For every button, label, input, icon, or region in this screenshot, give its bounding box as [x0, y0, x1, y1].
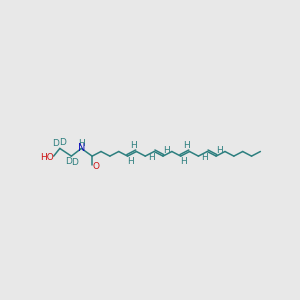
Text: H: H — [130, 141, 137, 150]
Text: H: H — [183, 141, 190, 150]
Text: H: H — [148, 153, 154, 162]
Text: H: H — [216, 146, 223, 155]
Text: N: N — [79, 143, 86, 153]
Text: O: O — [92, 162, 100, 171]
Text: H: H — [180, 158, 187, 166]
Text: H: H — [163, 146, 170, 155]
Text: D: D — [52, 139, 59, 148]
Text: H: H — [127, 158, 134, 166]
Text: D: D — [71, 158, 78, 167]
Text: H: H — [201, 153, 208, 162]
Text: D: D — [65, 157, 72, 166]
Text: D: D — [59, 138, 66, 147]
Text: H: H — [78, 139, 85, 148]
Text: HO: HO — [40, 153, 54, 162]
